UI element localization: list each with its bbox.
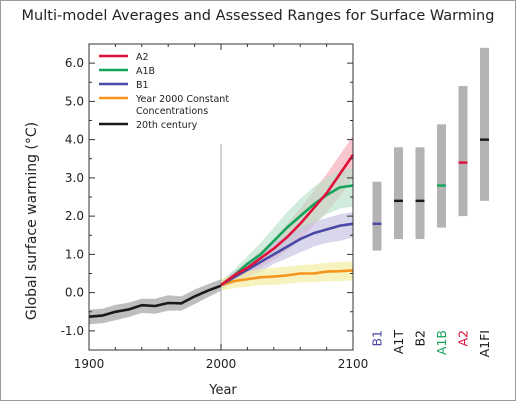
legend-label-year-2000-constant-concentrations: Year 2000 Constant (135, 94, 229, 105)
chart-title: Multi-model Averages and Assessed Ranges… (22, 8, 495, 24)
range-label-b2: B2 (413, 330, 428, 347)
range-label-a1t: A1T (391, 330, 406, 355)
x-tick-label: 2100 (338, 357, 369, 371)
y-tick-label: 0.0 (65, 286, 84, 300)
line-b1 (220, 222, 354, 287)
legend-label-year-2000-constant-concentrations: Concentrations (136, 106, 208, 117)
range-label-a1fi: A1FI (477, 330, 492, 357)
legend-label-b1: B1 (136, 80, 149, 91)
y-tick-label: 3.0 (65, 171, 84, 185)
y-tick-label: 6.0 (65, 56, 84, 70)
range-bar-a1t (394, 147, 403, 240)
y-tick-label: 4.0 (65, 133, 84, 147)
range-bar-a2 (458, 86, 468, 217)
range-bar-a1fi (480, 47, 489, 201)
legend-label-20th-century: 20th century (136, 120, 198, 131)
assessed-ranges: B1 A1T B2 A1B A2 A1FI (370, 47, 492, 357)
range-bar-a1b (437, 124, 446, 228)
range-bar-b2 (415, 147, 425, 240)
range-label-a1b: A1B (434, 330, 449, 355)
legend-label-a1b: A1B (136, 66, 155, 77)
band-20th-century (89, 279, 221, 325)
y-tick-label: -1.0 (61, 324, 84, 338)
line-a2 (220, 154, 355, 287)
y-tick-label: 2.0 (65, 209, 84, 223)
x-tick-label: 2000 (206, 357, 237, 371)
range-label-a2: A2 (456, 330, 471, 347)
line-year-2000-constant-concentrations (220, 269, 354, 287)
y-tick-label: 5.0 (65, 94, 84, 108)
line-a1b (220, 184, 354, 287)
range-bar-b1 (372, 181, 382, 251)
line-20th-century (88, 284, 222, 318)
plot-area: -1.0 0.0 1.0 2.0 3.0 4.0 5.0 6.0 1900 2000 2100 (61, 43, 369, 371)
y-tick-label: 1.0 (65, 247, 84, 261)
legend-label-a2: A2 (136, 52, 149, 63)
x-tick-label: 1900 (74, 357, 105, 371)
x-axis-title: Year (208, 383, 237, 398)
y-axis-title: Global surface warming (°C) (24, 122, 40, 320)
range-label-b1: B1 (370, 330, 385, 347)
